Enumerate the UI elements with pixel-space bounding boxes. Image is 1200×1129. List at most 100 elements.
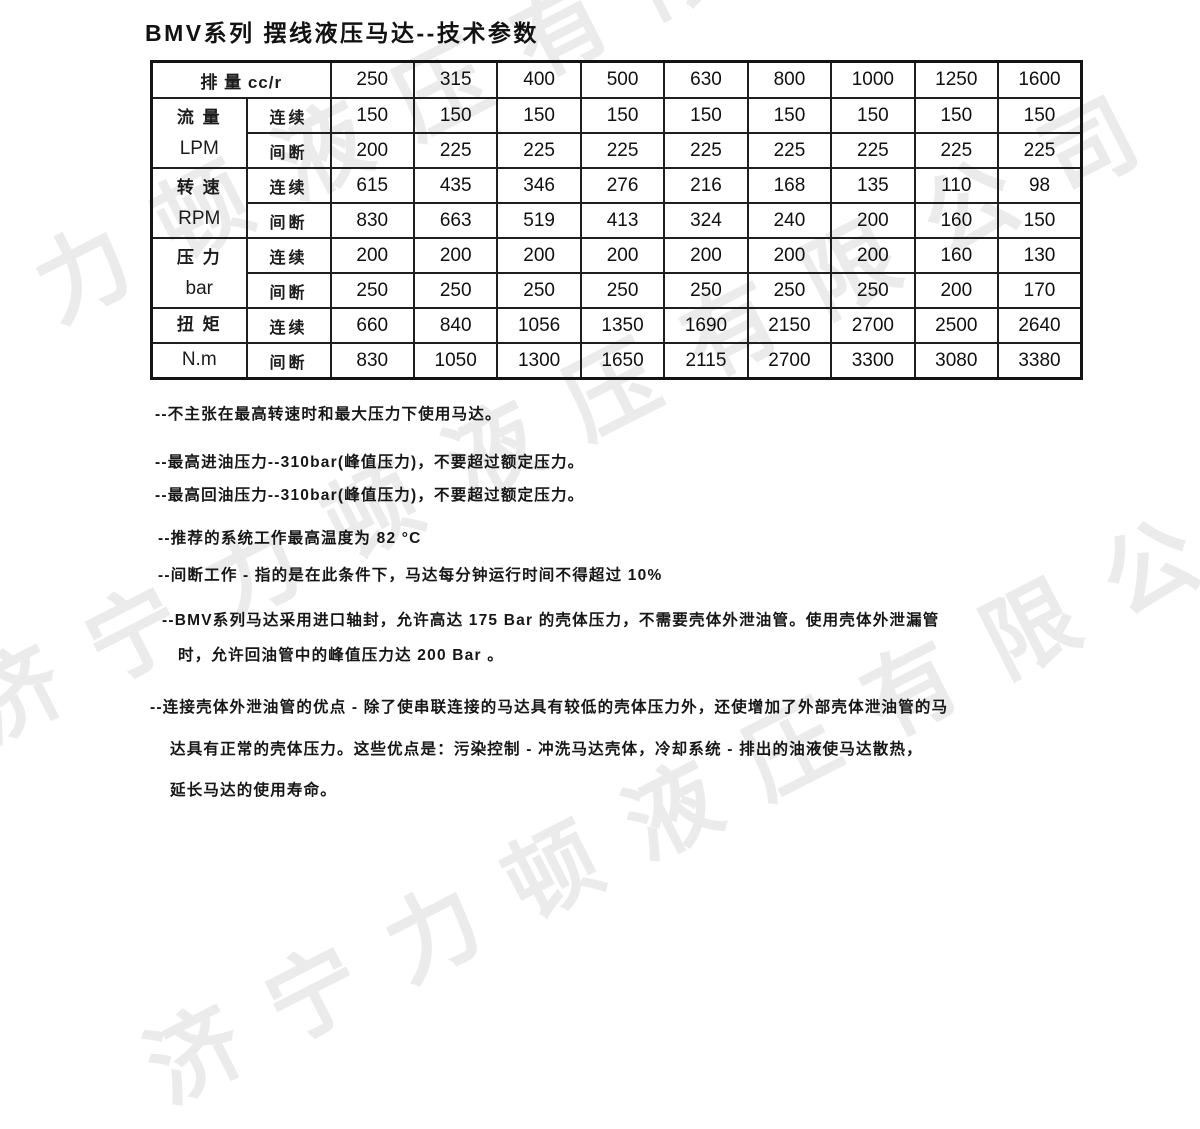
value-cell: 200: [913, 272, 1000, 309]
value-cell: 150: [496, 97, 582, 134]
table-row: 间断 830 663 519 413 324 240 200 160 150: [152, 202, 1083, 239]
value-cell: 225: [579, 132, 666, 169]
value-cell: 2700: [746, 342, 833, 380]
value-cell: 150: [997, 202, 1083, 239]
note-line: --最高进油压力--310bar(峰值压力)，不要超过额定压力。: [155, 454, 585, 471]
note-line: 时，允许回油管中的峰值压力达 200 Bar 。: [178, 647, 504, 664]
value-cell: 225: [496, 132, 582, 169]
mode-cell: 间断: [245, 342, 332, 380]
mode-cell: 连续: [245, 167, 332, 204]
value-cell: 110: [913, 167, 1000, 204]
value-cell: 250: [746, 272, 833, 309]
value-cell: 200: [496, 237, 582, 274]
value-cell: 225: [913, 132, 1000, 169]
value-cell: 135: [830, 167, 916, 204]
spec-table: 排 量 cc/r 250 315 400 500 630 800 1000 1250 1600 …: [150, 60, 1083, 380]
note-line: --不主张在最高转速时和最大压力下使用马达。: [155, 406, 502, 423]
mode-cell: 间断: [245, 272, 332, 309]
value-cell: 250: [412, 272, 499, 309]
value-cell: 830: [329, 342, 415, 380]
value-cell: 150: [913, 97, 1000, 134]
value-cell: 663: [412, 202, 499, 239]
value-cell: 130: [997, 237, 1083, 274]
value-cell: 250: [663, 272, 749, 309]
param-cell: 流 量 LPM: [150, 97, 248, 169]
displacement-value: 1600: [997, 60, 1083, 99]
value-cell: 1056: [496, 307, 582, 344]
note-line: 达具有正常的壳体压力。这些优点是：污染控制 - 冲洗马达壳体，冷却系统 - 排出…: [170, 741, 923, 758]
value-cell: 150: [579, 97, 666, 134]
mode-cell: 间断: [245, 202, 332, 239]
spec-table-body: 流 量 LPM 连续 150 150 150 150 150 150 150 150 150 间断 200…: [150, 97, 1083, 380]
note-line: --连接壳体外泄油管的优点 - 除了使串联连接的马达具有较低的壳体压力外，还使增…: [150, 699, 949, 716]
value-cell: 200: [746, 237, 833, 274]
value-cell: 225: [663, 132, 749, 169]
value-cell: 150: [663, 97, 749, 134]
value-cell: 3300: [830, 342, 916, 380]
note-line: --BMV系列马达采用进口轴封，允许高达 175 Bar 的壳体压力，不需要壳体…: [162, 612, 940, 629]
value-cell: 250: [329, 272, 415, 309]
value-cell: 1690: [663, 307, 749, 344]
value-cell: 840: [412, 307, 499, 344]
value-cell: 200: [830, 202, 916, 239]
value-cell: 160: [913, 202, 1000, 239]
value-cell: 150: [412, 97, 499, 134]
displacement-value: 500: [579, 60, 666, 99]
value-cell: 435: [412, 167, 499, 204]
displacement-value: 630: [663, 60, 749, 99]
value-cell: 3080: [913, 342, 1000, 380]
value-cell: 150: [830, 97, 916, 134]
param-name-label: 转 速: [176, 177, 222, 197]
value-cell: 413: [579, 202, 666, 239]
table-row: 转 速 RPM 连续 615 435 346 276 216 168 135 110 98: [150, 167, 1083, 239]
note-line: 延长马达的使用寿命。: [170, 782, 338, 799]
param-name-label: 流 量: [176, 107, 222, 127]
mode-cell: 间断: [245, 132, 332, 169]
note-line: --推荐的系统工作最高温度为 82 °C: [158, 530, 422, 547]
param-cell: 扭 矩: [150, 307, 248, 344]
mode-cell: 连续: [245, 97, 332, 134]
value-cell: 519: [496, 202, 582, 239]
value-cell: 160: [913, 237, 1000, 274]
table-row: 间断 200 225 225 225 225 225 225 225 225: [152, 132, 1083, 169]
value-cell: 2700: [830, 307, 916, 344]
displacement-value: 1000: [830, 60, 916, 99]
value-cell: 225: [830, 132, 916, 169]
value-cell: 225: [997, 132, 1083, 169]
value-cell: 170: [997, 272, 1083, 309]
table-row: N.m 间断 830 1050 1300 1650 2115 2700 3300 3080 3380: [150, 342, 1083, 380]
value-cell: 2150: [746, 307, 833, 344]
table-row: 流 量 LPM 连续 150 150 150 150 150 150 150 150 150: [150, 97, 1083, 169]
value-cell: 2500: [913, 307, 1000, 344]
displacement-value: 400: [496, 60, 582, 99]
value-cell: 660: [329, 307, 415, 344]
value-cell: 225: [746, 132, 833, 169]
value-cell: 225: [412, 132, 499, 169]
value-cell: 150: [746, 97, 833, 134]
value-cell: 150: [329, 97, 415, 134]
mode-cell: 连续: [245, 237, 332, 274]
value-cell: 200: [412, 237, 499, 274]
value-cell: 216: [663, 167, 749, 204]
value-cell: 1350: [579, 307, 666, 344]
value-cell: 168: [746, 167, 833, 204]
note-line: --最高回油压力--310bar(峰值压力)，不要超过额定压力。: [155, 487, 585, 504]
value-cell: 240: [746, 202, 833, 239]
displacement-header-cell: 排 量 cc/r: [150, 60, 332, 99]
displacement-value: 800: [746, 60, 833, 99]
value-cell: 3380: [997, 342, 1083, 380]
value-cell: 200: [329, 132, 415, 169]
param-name-label: 压 力: [176, 247, 222, 267]
value-cell: 200: [329, 237, 415, 274]
param-cell: 压 力 bar: [150, 237, 248, 309]
table-row: 压 力 bar 连续 200 200 200 200 200 200 200 160 130: [150, 237, 1083, 309]
param-cell: N.m: [150, 342, 248, 380]
param-cell: 转 速 RPM: [150, 167, 248, 239]
displacement-value: 315: [412, 60, 499, 99]
value-cell: 200: [579, 237, 666, 274]
value-cell: 1300: [496, 342, 582, 380]
note-line: --间断工作 - 指的是在此条件下，马达每分钟运行时间不得超过 10%: [158, 567, 663, 584]
displacement-value: 250: [329, 60, 415, 99]
value-cell: 200: [663, 237, 749, 274]
value-cell: 250: [496, 272, 582, 309]
